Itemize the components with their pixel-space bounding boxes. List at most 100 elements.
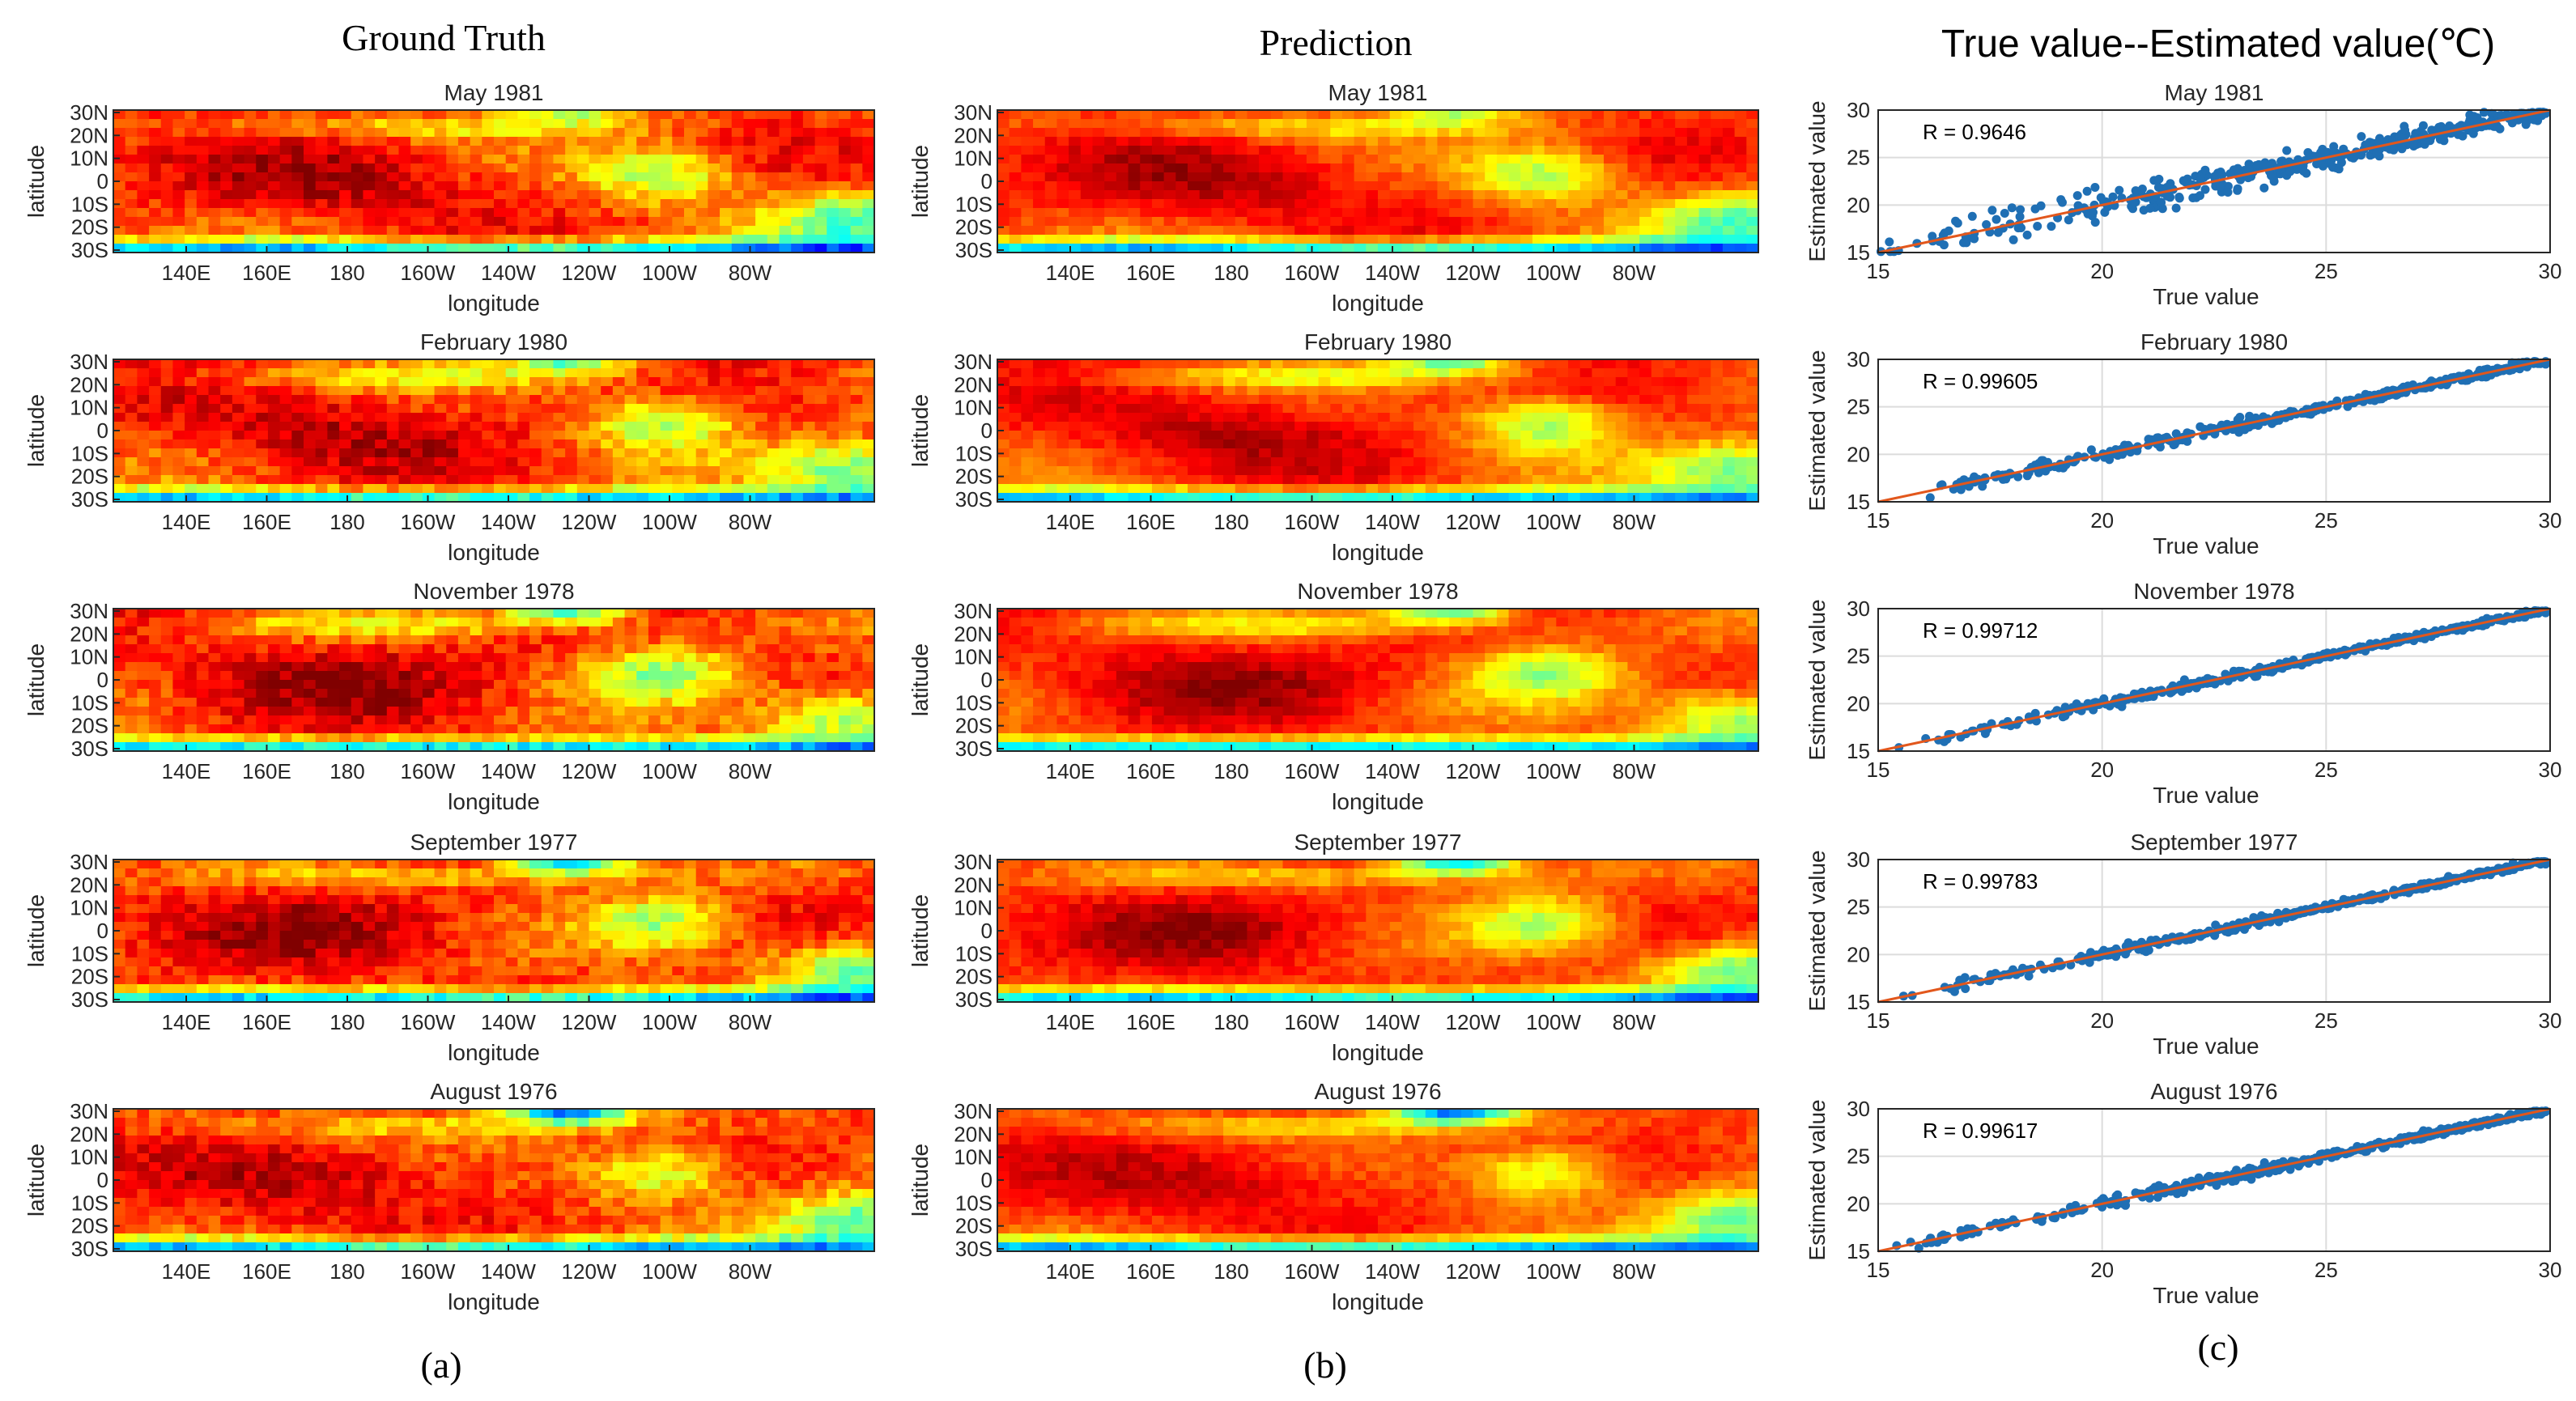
heatmap-cell bbox=[351, 181, 363, 191]
heatmap-cell bbox=[423, 653, 435, 663]
heatmap-cell bbox=[387, 137, 399, 146]
heatmap-cell bbox=[435, 404, 447, 414]
heatmap-cell bbox=[839, 1144, 851, 1154]
heatmap-cell bbox=[862, 662, 874, 672]
heatmap-cell bbox=[780, 966, 792, 976]
heatmap-cell bbox=[732, 984, 744, 994]
heatmap-cell bbox=[316, 733, 328, 743]
heatmap-cell bbox=[220, 119, 232, 129]
heatmap-cell bbox=[399, 190, 411, 200]
heatmap-cell bbox=[684, 975, 696, 985]
heatmap-cell bbox=[648, 707, 661, 716]
heatmap-cell bbox=[862, 609, 874, 618]
heatmap-cell bbox=[529, 439, 542, 449]
heatmap-cell bbox=[743, 199, 755, 209]
heatmap-cell bbox=[410, 975, 423, 985]
heatmap-cell bbox=[375, 163, 387, 173]
heatmap-cell bbox=[209, 359, 221, 369]
heatmap-cell bbox=[613, 137, 625, 146]
heatmap-cell bbox=[351, 707, 363, 716]
heatmap-cell bbox=[589, 181, 601, 191]
heatmap-cell bbox=[803, 1189, 815, 1199]
heatmap-cell bbox=[553, 493, 565, 503]
heatmap-cell bbox=[482, 181, 494, 191]
heatmap-cell bbox=[280, 922, 292, 932]
heatmap-cell bbox=[304, 190, 316, 200]
heatmap-cell bbox=[827, 984, 839, 994]
heatmap-cell bbox=[636, 137, 648, 146]
heatmap-cell bbox=[304, 913, 316, 923]
subplot-title: August 1976 bbox=[430, 1079, 557, 1104]
heatmap-cell bbox=[767, 886, 780, 896]
heatmap-cell bbox=[803, 940, 815, 949]
heatmap-cell bbox=[517, 1180, 529, 1190]
heatmap-cell bbox=[458, 217, 470, 227]
heatmap-cell bbox=[589, 742, 601, 752]
heatmap-cell bbox=[839, 868, 851, 878]
heatmap-cell bbox=[851, 653, 863, 663]
heatmap-cell bbox=[791, 199, 803, 209]
heatmap-cell bbox=[458, 386, 470, 396]
heatmap-cell bbox=[423, 922, 435, 932]
heatmap-cell bbox=[446, 1180, 458, 1190]
heatmap-cell bbox=[601, 146, 613, 155]
heatmap-cell bbox=[327, 1109, 339, 1119]
heatmap-cell bbox=[803, 172, 815, 182]
heatmap-cell bbox=[862, 457, 874, 467]
heatmap-cell bbox=[470, 653, 482, 663]
heatmap-cell bbox=[280, 1180, 292, 1190]
heatmap-cell bbox=[553, 635, 565, 645]
heatmap-cell bbox=[435, 993, 447, 1003]
heatmap-cell bbox=[589, 886, 601, 896]
heatmap-cell bbox=[780, 618, 792, 627]
heatmap-cell bbox=[316, 448, 328, 458]
heatmap-cell bbox=[720, 1171, 732, 1181]
heatmap-cell bbox=[387, 886, 399, 896]
heatmap-cell bbox=[482, 742, 494, 752]
heatmap-cell bbox=[780, 1136, 792, 1145]
heatmap-cell bbox=[482, 715, 494, 725]
heatmap-cell bbox=[648, 377, 661, 387]
heatmap-cell bbox=[636, 484, 648, 494]
heatmap-cell bbox=[862, 448, 874, 458]
heatmap-cell bbox=[708, 1162, 720, 1172]
heatmap-cell bbox=[803, 1136, 815, 1145]
heatmap-cell bbox=[696, 163, 708, 173]
heatmap-cell bbox=[780, 475, 792, 485]
heatmap-cell bbox=[780, 1162, 792, 1172]
heatmap-cell bbox=[755, 993, 767, 1003]
heatmap-cell bbox=[137, 386, 149, 396]
heatmap-cell bbox=[351, 949, 363, 958]
heatmap-cell bbox=[232, 368, 244, 378]
heatmap-cell bbox=[625, 217, 637, 227]
heatmap-cell bbox=[720, 949, 732, 958]
heatmap-cell bbox=[708, 1136, 720, 1145]
heatmap-cell bbox=[304, 715, 316, 725]
heatmap-cell bbox=[589, 404, 601, 414]
heatmap-cell bbox=[791, 868, 803, 878]
heatmap-cell bbox=[339, 1189, 351, 1199]
heatmap-cell bbox=[542, 110, 554, 120]
heatmap-cell bbox=[672, 733, 684, 743]
heatmap-cell bbox=[791, 235, 803, 244]
heatmap-cell bbox=[577, 1171, 589, 1181]
heatmap-cell bbox=[125, 163, 138, 173]
heatmap-cell bbox=[542, 439, 554, 449]
heatmap-cell bbox=[304, 235, 316, 244]
heatmap-cell bbox=[291, 626, 304, 636]
heatmap-cell bbox=[755, 386, 767, 396]
heatmap-cell bbox=[291, 190, 304, 200]
heatmap-cell bbox=[506, 644, 518, 654]
heatmap-cell bbox=[125, 975, 138, 985]
heatmap-cell bbox=[470, 698, 482, 707]
heatmap-cell bbox=[696, 715, 708, 725]
heatmap-cell bbox=[232, 181, 244, 191]
heatmap-cell bbox=[542, 1153, 554, 1163]
heatmap-cell bbox=[827, 235, 839, 244]
heatmap-cell bbox=[125, 448, 138, 458]
heatmap-cell bbox=[375, 413, 387, 422]
heatmap-cell bbox=[423, 457, 435, 467]
heatmap-cell bbox=[185, 368, 197, 378]
heatmap-cell bbox=[291, 155, 304, 164]
heatmap-cell bbox=[661, 1162, 673, 1172]
